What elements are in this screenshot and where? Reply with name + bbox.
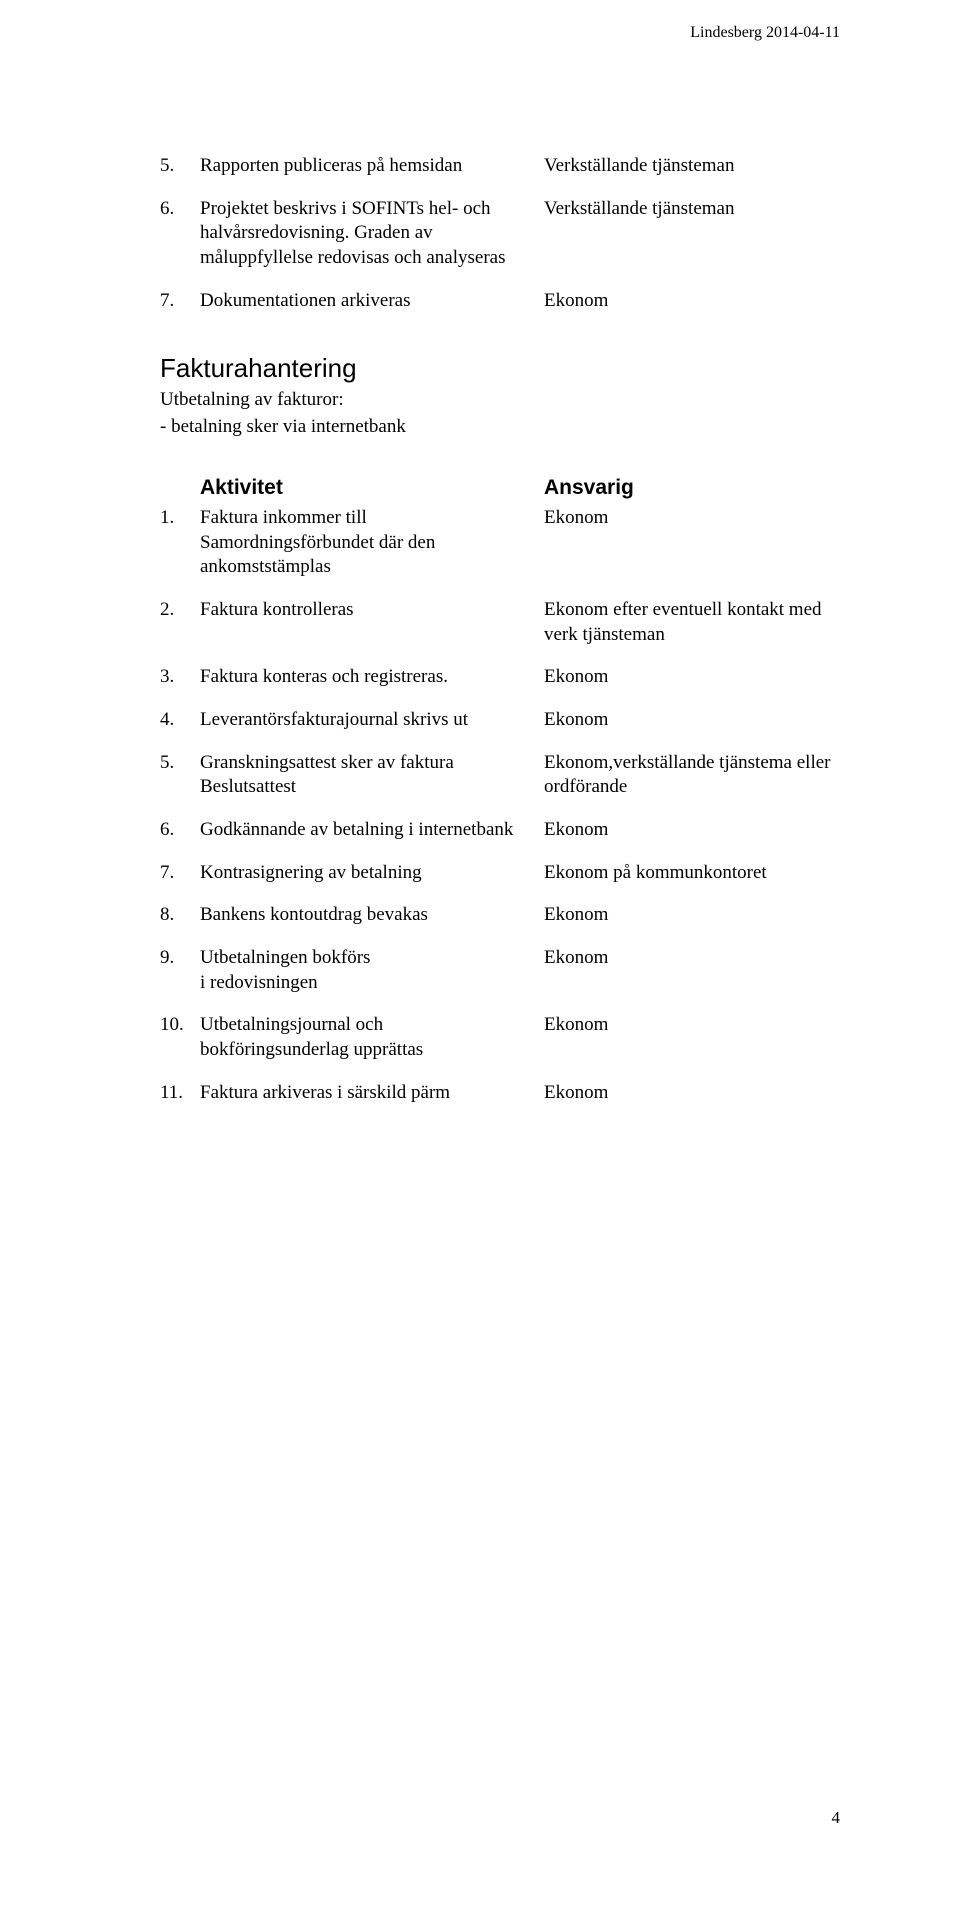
item-responsible: Ekonom (530, 708, 850, 733)
item-activity: Faktura konteras och registreras. (200, 665, 530, 690)
table-row: 4. Leverantörsfakturajournal skrivs ut E… (160, 708, 850, 733)
item-activity: Projektet beskrivs i SOFINTs hel- och ha… (200, 197, 530, 271)
section-title: Fakturahantering (160, 353, 850, 384)
item-activity: Kontrasignering av betalning (200, 861, 530, 886)
item-responsible: Ekonom (530, 289, 850, 314)
table-row: 9. Utbetalningen bokförs i redovisningen… (160, 946, 850, 995)
table-row: 1. Faktura inkommer till Samordningsförb… (160, 506, 850, 580)
table-row: 3. Faktura konteras och registreras. Eko… (160, 665, 850, 690)
item-number: 2. (160, 598, 200, 647)
item-responsible: Ekonom på kommunkontoret (530, 861, 850, 886)
item-number: 5. (160, 751, 200, 800)
table-row: 5. Granskningsattest sker av faktura Bes… (160, 751, 850, 800)
item-activity: Faktura kontrolleras (200, 598, 530, 647)
item-activity: Leverantörsfakturajournal skrivs ut (200, 708, 530, 733)
table-row: 7. Kontrasignering av betalning Ekonom p… (160, 861, 850, 886)
table-row: 11. Faktura arkiveras i särskild pärm Ek… (160, 1081, 850, 1106)
item-activity: Utbetalningen bokförs i redovisningen (200, 946, 530, 995)
section-desc-line: Utbetalning av fakturor: (160, 388, 850, 413)
table-row: 8. Bankens kontoutdrag bevakas Ekonom (160, 903, 850, 928)
list-item: 5. Rapporten publiceras på hemsidan Verk… (160, 154, 850, 179)
item-number: 10. (160, 1013, 200, 1062)
table-row: 2. Faktura kontrolleras Ekonom efter eve… (160, 598, 850, 647)
page-number: 4 (832, 1808, 841, 1828)
item-number: 8. (160, 903, 200, 928)
item-activity: Utbetalningsjournal och bokföringsunderl… (200, 1013, 530, 1062)
item-number: 7. (160, 289, 200, 314)
item-responsible: Ekonom (530, 1081, 850, 1106)
section-desc-line: - betalning sker via internetbank (160, 415, 850, 440)
item-responsible: Ekonom (530, 665, 850, 690)
col-header-responsible: Ansvarig (530, 476, 850, 500)
item-number: 5. (160, 154, 200, 179)
item-number: 7. (160, 861, 200, 886)
item-activity: Dokumentationen arkiveras (200, 289, 530, 314)
item-activity: Faktura arkiveras i särskild pärm (200, 1081, 530, 1106)
item-activity: Bankens kontoutdrag bevakas (200, 903, 530, 928)
item-number: 1. (160, 506, 200, 580)
table-row: 6. Godkännande av betalning i internetba… (160, 818, 850, 843)
item-number: 11. (160, 1081, 200, 1106)
item-activity: Godkännande av betalning i internetbank (200, 818, 530, 843)
item-responsible: Ekonom (530, 506, 850, 580)
item-responsible: Verkställande tjänsteman (530, 154, 850, 179)
item-number: 4. (160, 708, 200, 733)
item-responsible: Ekonom (530, 946, 850, 995)
item-responsible: Ekonom efter eventuell kontakt med verk … (530, 598, 850, 647)
item-responsible: Ekonom,verkställande tjänstema eller ord… (530, 751, 850, 800)
item-number: 6. (160, 818, 200, 843)
item-responsible: Verkställande tjänsteman (530, 197, 850, 271)
item-number: 6. (160, 197, 200, 271)
item-number: 3. (160, 665, 200, 690)
item-activity: Rapporten publiceras på hemsidan (200, 154, 530, 179)
item-activity: Faktura inkommer till Samordningsförbund… (200, 506, 530, 580)
table-row: 10. Utbetalningsjournal och bokföringsun… (160, 1013, 850, 1062)
page-header-date: Lindesberg 2014-04-11 (690, 24, 840, 42)
table-header: Aktivitet Ansvarig (160, 476, 850, 500)
item-responsible: Ekonom (530, 903, 850, 928)
col-header-activity: Aktivitet (160, 476, 530, 500)
list-item: 7. Dokumentationen arkiveras Ekonom (160, 289, 850, 314)
list-item: 6. Projektet beskrivs i SOFINTs hel- och… (160, 197, 850, 271)
item-responsible: Ekonom (530, 1013, 850, 1062)
item-activity: Granskningsattest sker av faktura Beslut… (200, 751, 530, 800)
item-number: 9. (160, 946, 200, 995)
item-responsible: Ekonom (530, 818, 850, 843)
